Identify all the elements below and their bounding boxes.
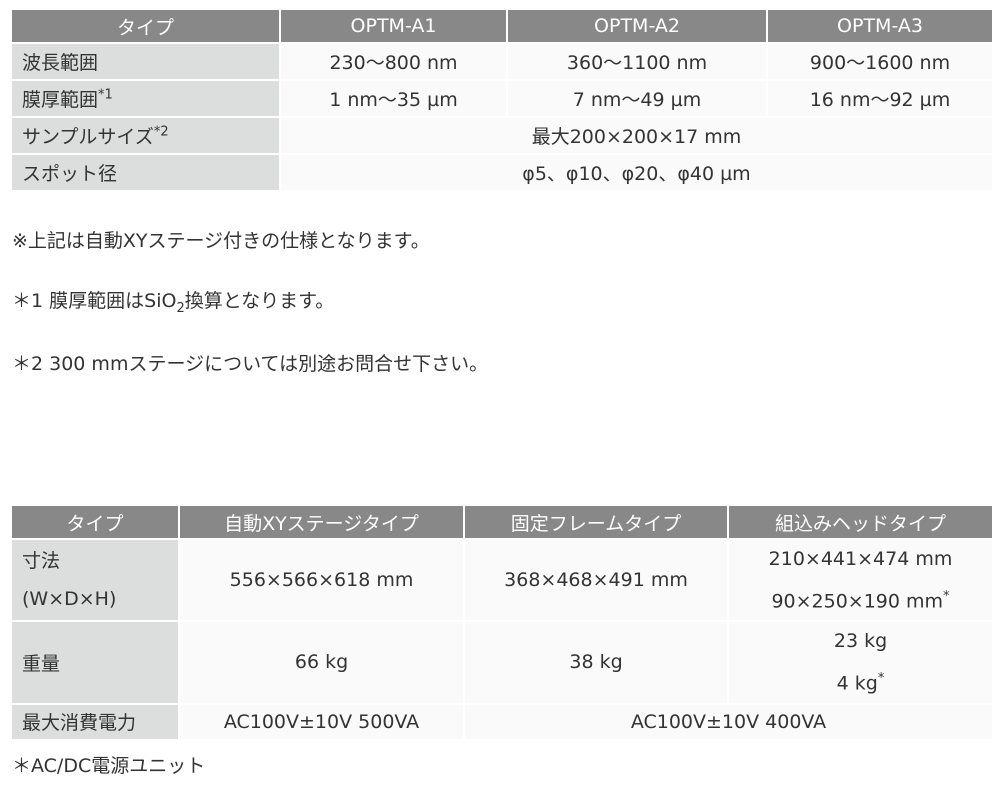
spec-table-types: タイプ 自動XYステージタイプ 固定フレームタイプ 組込みヘッドタイプ 寸法 (W… <box>10 504 994 741</box>
header-cell: OPTM-A1 <box>281 10 506 42</box>
table-row: 膜厚範囲*1 1 nm〜35 µm 7 nm〜49 µm 16 nm〜92 µm <box>12 81 992 116</box>
note-text: ＊1 膜厚範囲はSiO <box>12 290 177 312</box>
label-text: 膜厚範囲 <box>22 89 99 111</box>
note-text: 換算となります。 <box>184 290 335 312</box>
table-row: サンプルサイズ*2 最大200×200×17 mm <box>12 118 992 153</box>
cell: 38 kg <box>465 622 727 703</box>
table-row: 最大消費電力 AC100V±10V 500VA AC100V±10V 400VA <box>12 704 992 739</box>
header-cell: 自動XYステージタイプ <box>180 506 463 538</box>
note-1: ＊1 膜厚範囲はSiO2換算となります。 <box>12 286 334 316</box>
footnote-mark: *1 <box>98 87 113 103</box>
table-row: 重量 66 kg 38 kg 23 kg 4 kg* <box>12 622 992 703</box>
cell: AC100V±10V 400VA <box>465 704 992 739</box>
row-label: サンプルサイズ*2 <box>12 118 279 153</box>
row-label: 寸法 (W×D×H) <box>12 540 178 621</box>
cell: 230〜800 nm <box>281 44 506 79</box>
row-label: スポット径 <box>12 155 279 190</box>
note-acdc: ＊AC/DC電源ユニット <box>12 755 206 777</box>
footnote-mark: * <box>943 589 950 604</box>
header-row: タイプ 自動XYステージタイプ 固定フレームタイプ 組込みヘッドタイプ <box>12 506 992 538</box>
footnote-mark: * <box>877 671 885 687</box>
row-label: 重量 <box>12 622 178 703</box>
cell: 7 nm〜49 µm <box>508 81 766 116</box>
cell: 23 kg 4 kg* <box>729 622 992 703</box>
label-text: 寸法 <box>22 550 61 573</box>
label-text: (W×D×H) <box>22 588 117 611</box>
row-label: 膜厚範囲*1 <box>12 81 279 116</box>
header-cell: 固定フレームタイプ <box>465 506 727 538</box>
table-row: 寸法 (W×D×H) 556×566×618 mm 368×468×491 mm … <box>12 540 992 621</box>
value-text: 23 kg <box>833 630 888 653</box>
header-cell: OPTM-A2 <box>508 10 766 42</box>
row-label: 最大消費電力 <box>12 704 178 739</box>
cell: 16 nm〜92 µm <box>768 81 992 116</box>
note-stage: ※上記は自動XYステージ付きの仕様となります。 <box>12 230 430 252</box>
cell: 556×566×618 mm <box>180 540 463 621</box>
cell: 900〜1600 nm <box>768 44 992 79</box>
cell: 最大200×200×17 mm <box>281 118 992 153</box>
cell: 210×441×474 mm 90×250×190 mm* <box>729 540 992 621</box>
subscript: 2 <box>176 300 185 316</box>
row-label: 波長範囲 <box>12 44 279 79</box>
cell: 1 nm〜35 µm <box>281 81 506 116</box>
table-row: スポット径 φ5、φ10、φ20、φ40 µm <box>12 155 992 190</box>
table-row: 波長範囲 230〜800 nm 360〜1100 nm 900〜1600 nm <box>12 44 992 79</box>
header-cell: OPTM-A3 <box>768 10 992 42</box>
footnote-mark: *2 <box>153 124 169 140</box>
cell: 360〜1100 nm <box>508 44 766 79</box>
spec-table-optm: タイプ OPTM-A1 OPTM-A2 OPTM-A3 波長範囲 230〜800… <box>10 8 994 192</box>
header-cell: タイプ <box>12 506 178 538</box>
value-text: 90×250×190 mm <box>771 590 944 613</box>
value-text: 210×441×474 mm <box>768 548 953 570</box>
header-cell: タイプ <box>12 10 279 42</box>
cell: φ5、φ10、φ20、φ40 µm <box>281 155 992 190</box>
value-text: 4 kg <box>836 672 878 695</box>
cell: 66 kg <box>180 622 463 703</box>
label-text: サンプルサイズ <box>22 126 154 148</box>
note-2: ＊2 300 mmステージについては別途お問合せ下さい。 <box>12 353 489 375</box>
header-row: タイプ OPTM-A1 OPTM-A2 OPTM-A3 <box>12 10 992 42</box>
cell: AC100V±10V 500VA <box>180 704 463 739</box>
cell: 368×468×491 mm <box>465 540 727 621</box>
header-cell: 組込みヘッドタイプ <box>729 506 992 538</box>
